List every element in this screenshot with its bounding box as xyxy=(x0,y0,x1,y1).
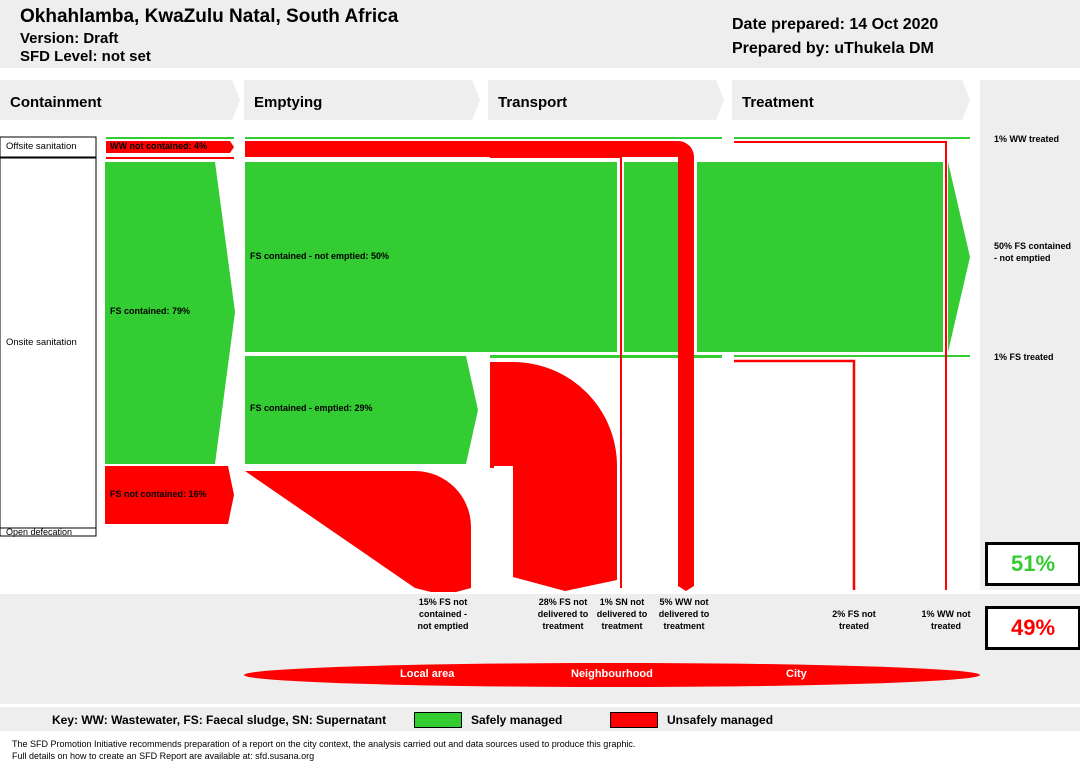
ww-treated-line-containment xyxy=(106,137,234,139)
ww-treated-line-emptying xyxy=(245,137,722,139)
outcome-ww-not-treated: 1% WW not treated xyxy=(921,609,971,631)
safe-key-label: Safely managed xyxy=(471,713,563,727)
fs-not-emptied-flow-b xyxy=(624,162,678,352)
onsite-box xyxy=(0,157,97,529)
ww-red-thin-line xyxy=(106,157,234,159)
fs-emptied-arrow xyxy=(245,356,478,464)
stage-chevron-emptying xyxy=(244,80,480,120)
fs-not-emptied-right-label: 50% FS contained - not emptied xyxy=(994,241,1072,263)
fs-not-emptied-flow-a xyxy=(245,162,617,352)
offsite-sanitation-label: Offsite sanitation xyxy=(6,141,77,152)
ww-not-contained-arrow xyxy=(106,141,234,153)
fs-contained-arrow xyxy=(105,162,235,464)
unsafe-key-label: Unsafely managed xyxy=(667,713,774,727)
stage-label-treatment: Treatment xyxy=(742,94,814,111)
sfd-level-label: SFD Level: not set xyxy=(20,48,151,65)
fs-emptied-red-line xyxy=(490,466,494,468)
prepared-by-label: Prepared by: uThukela DM xyxy=(732,40,934,57)
open-defecation-box xyxy=(0,527,97,537)
fs-not-delivered-elbow xyxy=(490,361,618,591)
outcome-fs-not-contained: 15% FS not contained - not emptied xyxy=(417,597,469,631)
fs-not-contained-arrow xyxy=(105,466,234,524)
outcome-sn-not-delivered: 1% SN not delivered to treatment xyxy=(596,597,648,631)
fs-not-contained-label: FS not contained: 16% xyxy=(110,489,207,499)
right-summary-column xyxy=(980,80,1080,590)
fs-treated-line-a xyxy=(490,355,722,358)
fs-not-treated-line xyxy=(734,359,856,590)
date-prepared-label: Date prepared: 14 Oct 2020 xyxy=(732,16,939,33)
footer-line-1: The SFD Promotion Initiative recommends … xyxy=(12,739,636,749)
fs-not-emptied-label: FS contained - not emptied: 50% xyxy=(250,251,390,261)
fs-not-emptied-arrowhead xyxy=(948,162,970,352)
stage-chevron-treatment xyxy=(732,80,970,120)
outcome-ww-not-delivered: 5% WW not delivered to treatment xyxy=(658,597,710,631)
fs-treated-line-b xyxy=(734,355,970,357)
stage-chevron-containment xyxy=(0,80,240,120)
ww-not-treated-line xyxy=(734,141,947,590)
banner-neighbourhood: Neighbourhood xyxy=(571,668,653,680)
version-label: Version: Draft xyxy=(20,30,119,47)
banner-local-area: Local area xyxy=(400,668,455,680)
header-bar xyxy=(0,0,1080,68)
stage-label-emptying: Emptying xyxy=(254,94,323,111)
offsite-box xyxy=(0,136,97,158)
safe-swatch xyxy=(414,712,462,728)
ww-treated-line-treatment xyxy=(734,137,970,139)
stage-label-transport: Transport xyxy=(498,94,568,111)
outcome-fs-not-treated: 2% FS not treated xyxy=(832,609,876,631)
fs-contained-label: FS contained: 79% xyxy=(110,306,191,316)
fs-not-emptied-flow-c xyxy=(697,162,943,352)
fs-not-contained-elbow xyxy=(245,471,471,592)
open-defecation-label: Open defecation xyxy=(6,527,73,537)
safely-managed-percent: 51% xyxy=(985,542,1080,586)
key-text: Key: WW: Wastewater, FS: Faecal sludge, … xyxy=(52,713,387,727)
fs-emptied-label: FS contained - emptied: 29% xyxy=(250,403,373,413)
stage-label-containment: Containment xyxy=(10,94,102,111)
footer-line-2: Full details on how to create an SFD Rep… xyxy=(12,751,315,761)
sfd-diagram xyxy=(0,80,1080,731)
onsite-sanitation-label: Onsite sanitation xyxy=(6,337,77,348)
ww-treated-label: 1% WW treated xyxy=(994,134,1060,144)
key-band xyxy=(0,707,1080,731)
fs-treated-label: 1% FS treated xyxy=(994,352,1054,362)
ww-not-contained-label: WW not contained: 4% xyxy=(110,141,207,151)
scale-banner xyxy=(244,663,980,687)
unsafely-managed-percent: 49% xyxy=(985,606,1080,650)
outcome-fs-not-delivered: 28% FS not delivered to treatment xyxy=(537,597,589,631)
report-title: Okhahlamba, KwaZulu Natal, South Africa xyxy=(20,6,399,27)
banner-city: City xyxy=(786,668,807,680)
unsafe-swatch xyxy=(610,712,658,728)
stage-chevron-transport xyxy=(488,80,724,120)
